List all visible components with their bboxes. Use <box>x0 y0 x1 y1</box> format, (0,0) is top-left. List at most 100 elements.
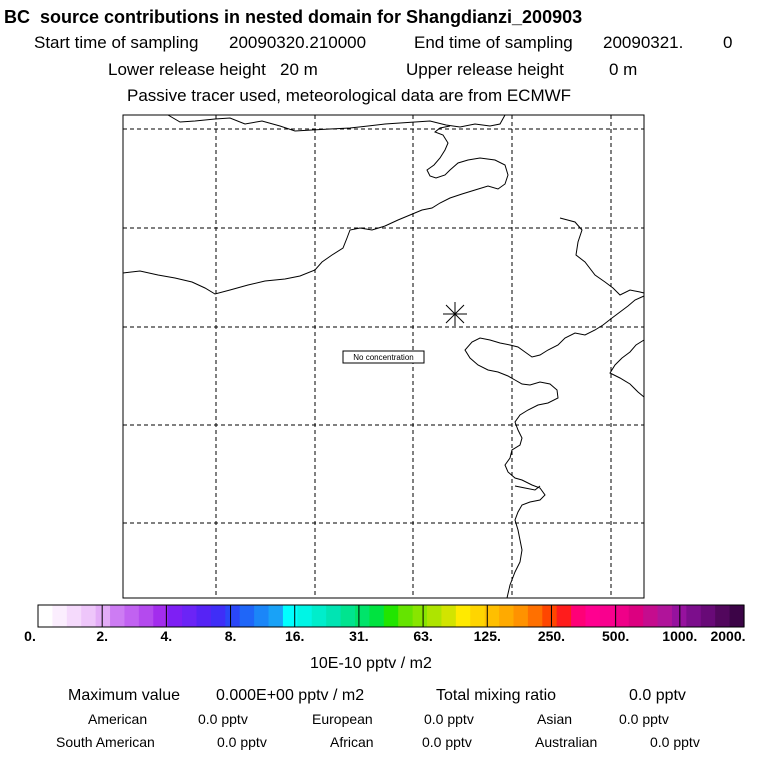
map-gridlines <box>123 115 644 598</box>
chart-title: BC source contributions in nested domain… <box>4 7 583 27</box>
colorbar-cell <box>254 605 270 627</box>
european-value: 0.0 pptv <box>424 711 474 727</box>
colorbar-cell <box>686 605 702 627</box>
colorbar-cell <box>715 605 731 627</box>
colorbar-cell <box>167 605 183 627</box>
colorbar-cell <box>369 605 385 627</box>
colorbar-cell <box>499 605 515 627</box>
colorbar <box>37 604 745 628</box>
colorbar-cell <box>81 605 97 627</box>
colorbar-cell <box>571 605 587 627</box>
colorbar-tick-label: 1000. <box>662 628 698 644</box>
end-time-label: End time of sampling <box>414 33 573 52</box>
coastline-shandong <box>514 485 541 491</box>
european-label: European <box>312 711 373 727</box>
colorbar-cell <box>657 605 673 627</box>
colorbar-cell <box>196 605 212 627</box>
upper-release-value: 0 m <box>609 60 638 79</box>
colorbar-cell <box>52 605 68 627</box>
colorbar-cell <box>340 605 356 627</box>
colorbar-cell <box>268 605 284 627</box>
african-label: African <box>330 734 374 750</box>
australian-label: Australian <box>535 734 598 750</box>
asian-value: 0.0 pptv <box>619 711 669 727</box>
colorbar-cells <box>38 605 745 627</box>
colorbar-cell <box>412 605 428 627</box>
colorbar-cell <box>210 605 226 627</box>
colorbar-cell <box>297 605 313 627</box>
colorbar-units: 10E-10 pptv / m2 <box>310 655 432 672</box>
american-value: 0.0 pptv <box>198 711 248 727</box>
colorbar-cell <box>138 605 154 627</box>
map-panel: No concentration <box>122 114 645 599</box>
colorbar-dividers <box>101 605 681 627</box>
colorbar-cell <box>354 605 370 627</box>
colorbar-cell <box>585 605 601 627</box>
no-concentration-label: No concentration <box>353 353 413 362</box>
colorbar-cell <box>383 605 399 627</box>
asian-label: Asian <box>537 711 573 727</box>
colorbar-tick-label: 4. <box>160 628 173 644</box>
lower-release-value: 20 m <box>280 60 318 79</box>
colorbar-cell <box>153 605 169 627</box>
colorbar-cell <box>556 605 572 627</box>
colorbar-cell <box>542 605 558 627</box>
colorbar-cell <box>484 605 500 627</box>
colorbar-cell <box>95 605 111 627</box>
colorbar-cell <box>599 605 615 627</box>
coastline-liaodong <box>609 339 645 398</box>
colorbar-cell <box>38 605 54 627</box>
colorbar-frame <box>37 604 745 628</box>
max-value: 0.000E+00 pptv / m2 <box>216 687 365 704</box>
south-american-value: 0.0 pptv <box>217 734 267 750</box>
border-north <box>167 114 506 132</box>
colorbar-cell <box>66 605 82 627</box>
african-value: 0.0 pptv <box>422 734 472 750</box>
border-inner-mongolia <box>559 217 645 296</box>
colorbar-cell <box>700 605 716 627</box>
receptor-marker-icon <box>443 302 467 326</box>
colorbar-tick-label: 0. <box>24 628 36 644</box>
no-concentration-box <box>342 350 425 364</box>
south-american-label: South American <box>56 734 155 750</box>
coastline-bohai <box>464 295 645 599</box>
colorbar-tick-label: 500. <box>602 628 630 644</box>
max-value-label: Maximum value <box>68 687 181 704</box>
colorbar-cell <box>427 605 443 627</box>
lower-release-label: Lower release height <box>108 60 266 79</box>
colorbar-cell <box>455 605 471 627</box>
end-time-value: 20090321. <box>603 33 684 52</box>
colorbar-tick-label: 125. <box>473 628 501 644</box>
colorbar-tick-label: 63. <box>413 628 433 644</box>
colorbar-cell <box>326 605 342 627</box>
colorbar-cell <box>513 605 529 627</box>
start-time-label: Start time of sampling <box>34 33 199 52</box>
total-mixing-value: 0.0 pptv <box>629 687 686 704</box>
data-source-note: Passive tracer used, meteorological data… <box>127 86 572 105</box>
colorbar-tick-label: 31. <box>349 628 369 644</box>
colorbar-cell <box>282 605 298 627</box>
colorbar-cell <box>311 605 327 627</box>
colorbar-cell <box>110 605 126 627</box>
coastlines-borders <box>122 114 645 599</box>
colorbar-cell <box>239 605 255 627</box>
colorbar-cell <box>527 605 543 627</box>
colorbar-cell <box>470 605 486 627</box>
american-label: American <box>88 711 148 727</box>
border-mongolia <box>122 125 509 295</box>
colorbar-cell <box>182 605 198 627</box>
colorbar-tick-label: 250. <box>537 628 566 644</box>
colorbar-cell <box>643 605 659 627</box>
colorbar-tick-label: 16. <box>284 628 305 644</box>
end-time-value-2: 0 <box>723 33 733 52</box>
colorbar-cell <box>441 605 457 627</box>
colorbar-cell <box>628 605 644 627</box>
upper-release-label: Upper release height <box>406 60 564 79</box>
colorbar-tick-label: 2. <box>96 628 109 644</box>
colorbar-cell <box>614 605 630 627</box>
total-mixing-label: Total mixing ratio <box>436 687 557 704</box>
start-time-value: 20090320.210000 <box>229 33 367 52</box>
colorbar-cell <box>729 605 745 627</box>
colorbar-cell <box>124 605 140 627</box>
colorbar-tick-label: 2000. <box>710 628 746 644</box>
